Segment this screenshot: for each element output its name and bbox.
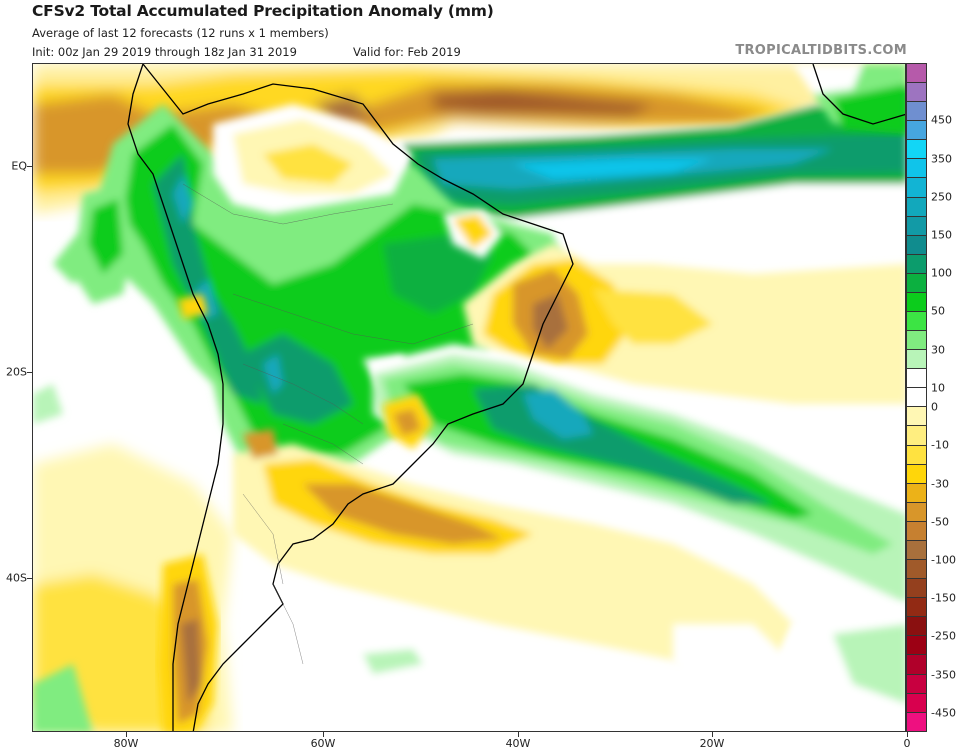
colorbar-swatch	[907, 178, 926, 198]
colorbar-swatch	[907, 426, 926, 446]
colorbar-swatch	[907, 64, 926, 84]
colorbar-swatch	[907, 292, 926, 313]
colorbar-tick-label: -10	[931, 438, 949, 452]
colorbar-swatch	[907, 140, 926, 160]
colorbar-tick-label: -30	[931, 477, 949, 490]
y-axis-label: 20S	[6, 365, 27, 379]
country-borders	[182, 183, 474, 665]
chart-subtitle: Average of last 12 forecasts (12 runs x …	[32, 26, 329, 40]
colorbar-tick-label: -150	[931, 591, 956, 605]
y-axis-tick	[27, 578, 32, 579]
colorbar-swatch	[907, 331, 926, 351]
colorbar-swatch	[907, 369, 926, 389]
colorbar-swatch	[907, 350, 926, 370]
colorbar-swatch	[907, 83, 926, 103]
colorbar-tick-label: 10	[931, 381, 945, 395]
colorbar-swatch	[907, 312, 926, 332]
brand-watermark: TROPICALTIDBITS.COM	[735, 43, 907, 58]
x-axis-tick	[126, 732, 127, 737]
itcz-wet-band	[393, 84, 905, 224]
colorbar-swatch	[907, 655, 926, 675]
y-axis-tick	[27, 372, 32, 373]
y-axis-tick	[27, 166, 32, 167]
colorbar-tick-label: -50	[931, 515, 949, 529]
africa-wet	[793, 64, 905, 134]
colorbar-swatch	[907, 464, 926, 484]
colorbar-swatch	[907, 483, 926, 503]
ne-brazil-dry	[463, 244, 905, 404]
colorbar-tick-label: 150	[931, 228, 952, 242]
colorbar-tick-label: 50	[931, 304, 945, 318]
colorbar-swatch	[907, 216, 926, 236]
colorbar-swatch	[907, 121, 926, 141]
colorbar-swatch	[907, 235, 926, 255]
dry-band-north	[33, 64, 905, 214]
colorbar-swatch	[907, 636, 926, 656]
anomaly-field	[33, 64, 905, 731]
colorbar-swatch	[907, 197, 926, 217]
colorbar-swatch	[907, 388, 926, 408]
colorbar-tick-label: -100	[931, 553, 956, 567]
colorbar-tick-label: 0	[931, 400, 938, 414]
colorbar-tick-label: 100	[931, 266, 952, 280]
colorbar-legend	[906, 63, 927, 732]
x-axis-label: 40W	[505, 737, 531, 750]
colorbar-swatch	[907, 159, 926, 179]
sacz-wet-band	[373, 344, 905, 623]
x-axis-label: 60W	[310, 737, 336, 750]
colorbar-tick-label: 30	[931, 343, 945, 357]
colorbar-swatch	[907, 502, 926, 522]
x-axis-label: 20W	[699, 737, 725, 750]
colorbar-swatch	[907, 693, 926, 713]
chart-title: CFSv2 Total Accumulated Precipitation An…	[32, 2, 494, 20]
colorbar-swatch	[907, 540, 926, 561]
x-axis-label: 0	[903, 737, 911, 750]
colorbar-tick-label: -450	[931, 706, 956, 720]
colorbar-swatch	[907, 617, 926, 637]
colorbar-swatch	[907, 674, 926, 694]
colorbar-swatch	[907, 712, 926, 731]
precipitation-anomaly-map	[32, 63, 906, 732]
colorbar-tick-label: -350	[931, 668, 956, 682]
colorbar-tick-label: 450	[931, 113, 952, 127]
colorbar-tick-label: 350	[931, 152, 952, 166]
x-axis-tick	[712, 732, 713, 737]
colorbar-swatch	[907, 407, 926, 427]
x-axis-label: 80W	[113, 737, 139, 750]
y-axis-label: 40S	[6, 571, 27, 585]
colorbar-swatch	[907, 254, 926, 274]
south-atlantic-patches	[33, 384, 905, 731]
init-time: Init: 00z Jan 29 2019 through 18z Jan 31…	[32, 45, 297, 59]
colorbar-swatch	[907, 579, 926, 599]
colorbar-swatch	[907, 521, 926, 541]
colorbar-swatch	[907, 102, 926, 122]
y-axis-label: EQ	[11, 159, 27, 173]
colorbar-swatch	[907, 273, 926, 293]
colorbar-swatch	[907, 598, 926, 618]
colorbar-swatch	[907, 445, 926, 465]
colorbar-swatch	[907, 560, 926, 580]
colorbar-tick-label: -250	[931, 629, 956, 643]
plata-dry	[233, 394, 793, 664]
valid-time: Valid for: Feb 2019	[353, 45, 461, 59]
x-axis-tick	[518, 732, 519, 737]
x-axis-tick	[323, 732, 324, 737]
x-axis-tick	[907, 732, 908, 737]
colorbar-tick-label: 250	[931, 190, 952, 204]
